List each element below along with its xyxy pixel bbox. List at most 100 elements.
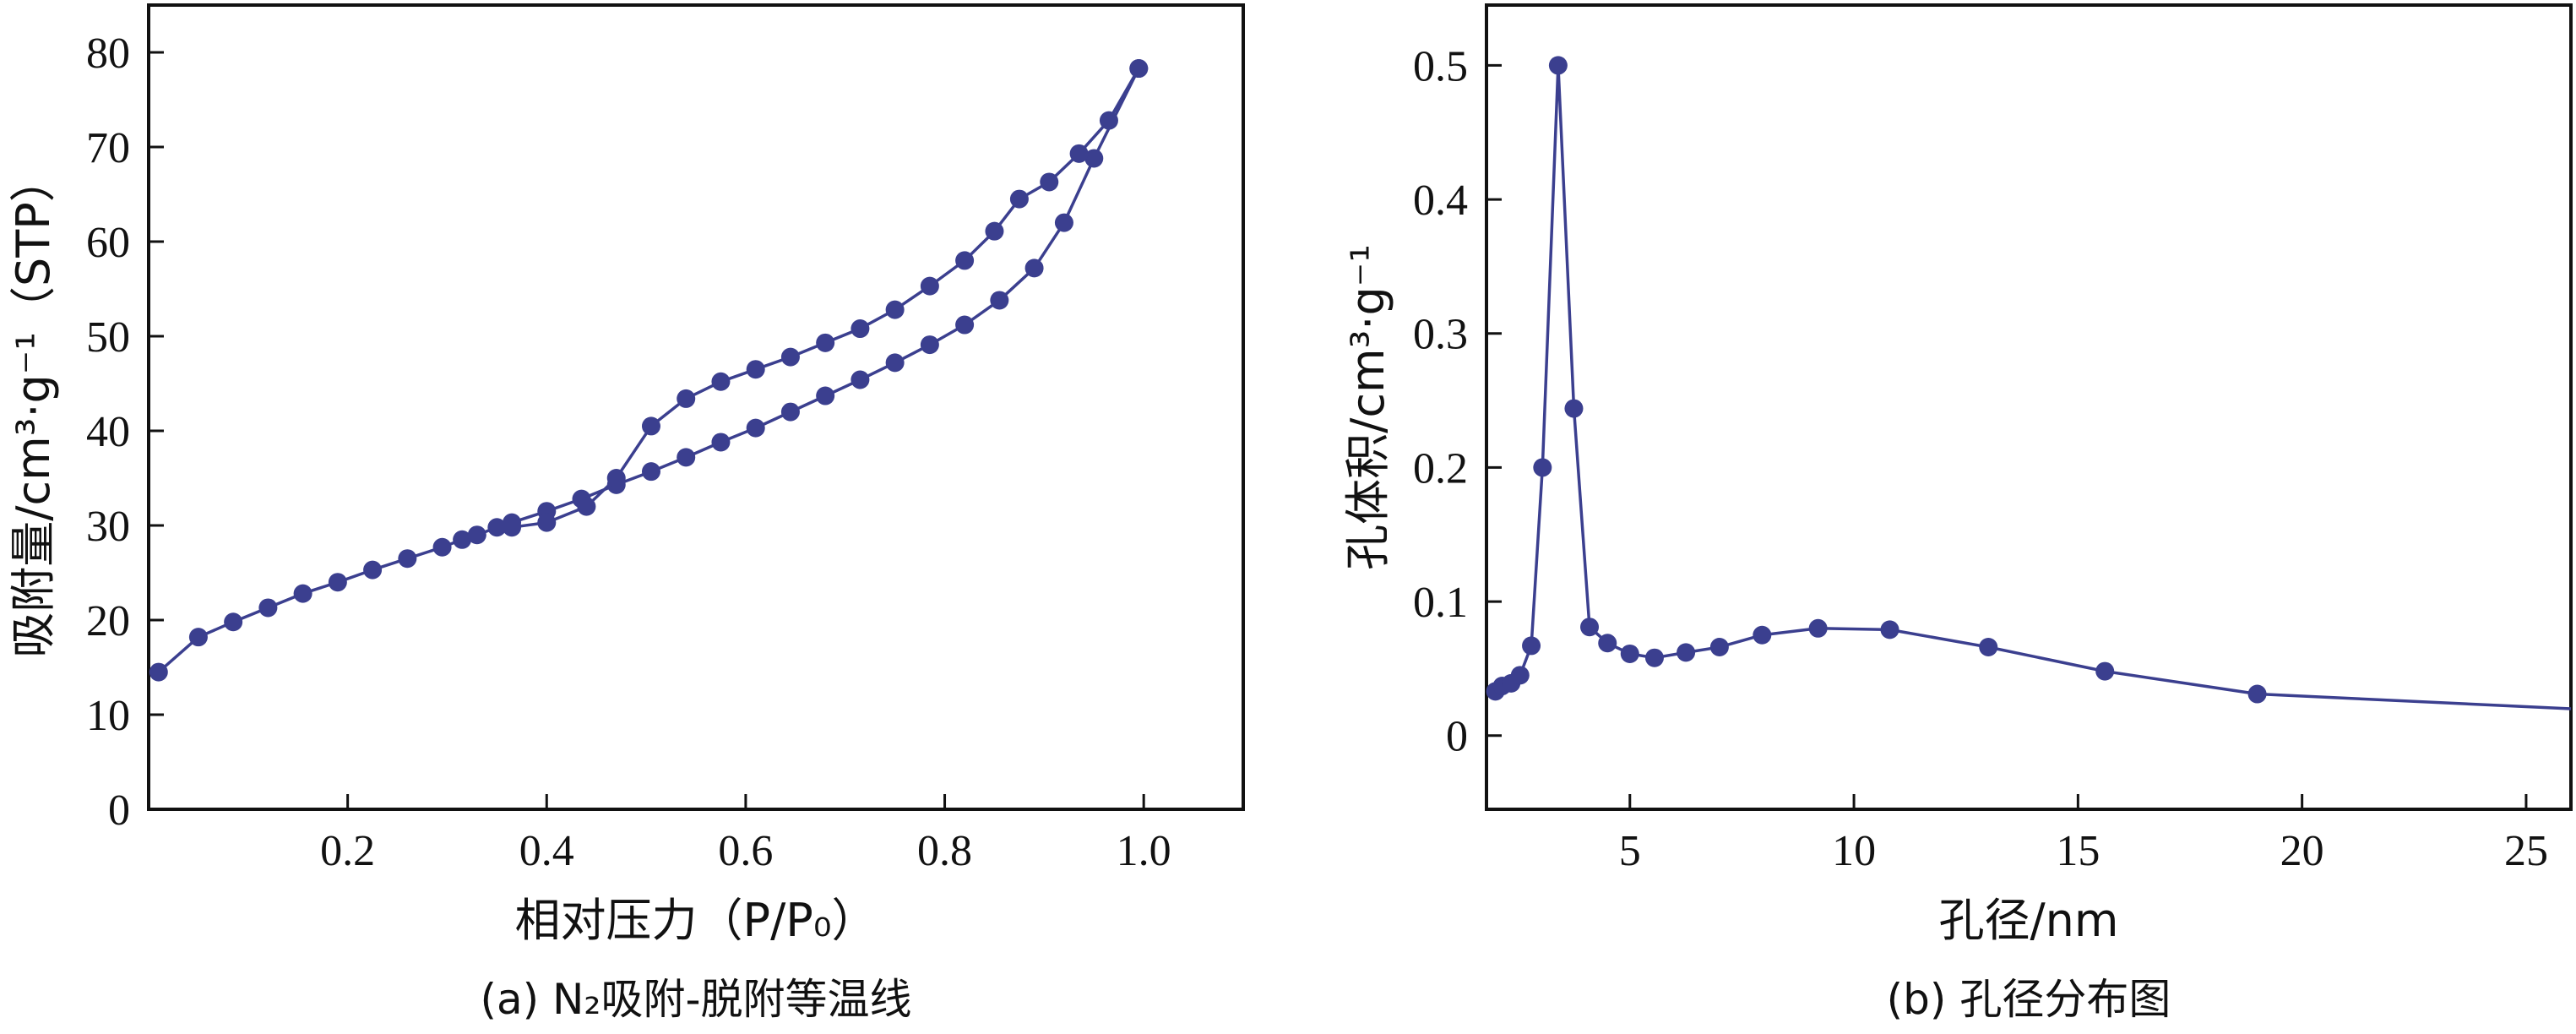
chart-a-series-0-point [920,335,939,355]
chart-a-y-tick-label: 80 [86,30,130,78]
chart-a-series-0-point [188,628,208,647]
chart-b-series-0-point [1709,638,1729,657]
chart-b-series-0-point [1808,618,1828,638]
chart-b-y-tick-label: 0.4 [1413,177,1468,225]
chart-b-ylabel: 孔体积/cm³·g⁻¹ [1341,244,1394,570]
chart-a-series-1-point [851,319,870,339]
chart-a-series-1-point [746,360,765,379]
chart-a-series-1-point [1099,111,1118,130]
chart-a-series-0-point [851,370,870,389]
chart-b-series-0-point [1598,634,1617,653]
chart-a-y-tick-label: 20 [86,597,130,645]
chart-a-series-1-point [677,389,696,408]
chart-a-series-0-point [711,433,731,452]
chart-b-x-tick-label: 25 [2504,827,2548,875]
chart-a-series-1-point [641,416,660,436]
chart-a-series-1-point [985,221,1004,241]
chart-b-series-0-point [1644,648,1664,667]
chart-a-y-tick-label: 40 [86,408,130,456]
chart-a-series-0-point [398,549,417,569]
chart-a-series-0-line [157,68,1140,673]
chart-a-series-0-point [1084,149,1104,168]
chart-b-x-tick-label: 15 [2056,827,2100,875]
chart-b-caption: (b) 孔径分布图 [1887,975,2171,1024]
chart-b-series-0-point [2095,661,2115,681]
chart-a-series-0-point [149,662,168,682]
chart-a-series-0-point [224,612,243,632]
chart-a-series-1-point [1069,144,1089,163]
chart-a-series-0-point [885,353,905,373]
chart-b-series-0-point [1564,399,1584,418]
chart-b-y-tick-label: 0 [1446,713,1468,761]
chart-a-series-1-point [955,251,975,270]
chart-a-series-0-point [328,573,347,592]
chart-b-y-tick-label: 0.2 [1413,444,1468,493]
chart-a-tick-labels: 0.2 0.4 0.6 0.8 1.0 0 10 20 30 40 50 60 70 80 [86,30,1171,875]
chart-b-series-0-point [1753,625,1772,645]
chart-a-series-0-point [487,518,507,537]
chart-a-series-1-point [920,276,939,296]
chart-b-y-tick-label: 0.3 [1413,311,1468,359]
chart-b-y-tick-label: 0.5 [1413,42,1468,90]
chart-b-series-0-point [1522,636,1541,656]
chart-a-series-0-point [780,402,800,422]
chart-a-series-0-point [816,386,835,405]
chart-a-series-1-point [816,333,835,352]
chart-a-y-tick-label: 50 [86,313,130,362]
chart-b-series-0-point [1510,666,1530,685]
chart-b-series-0-point [1620,644,1639,663]
chart-a-series-1-point [1040,172,1059,192]
chart-a-series-1-point [577,497,596,516]
chart-a-y-tick-label: 30 [86,503,130,551]
chart-b-series-0-line [1494,63,2572,710]
chart-a-y-tick-label: 10 [86,692,130,740]
chart-b-xlabel: 孔径/nm [1938,894,2118,947]
chart-a-series-0-point [432,537,452,557]
chart-a-series-1-point [780,347,800,367]
chart-b-series-0-point [1880,620,1899,639]
chart-a-x-tick-label: 0.8 [917,827,972,875]
chart-a-caption: (a) N₂吸附-脱附等温线 [480,975,911,1024]
chart-a-x-tick-label: 0.4 [519,827,574,875]
chart-a-series-0-point [641,462,660,482]
chart-a-ticks [149,51,1145,811]
chart-b-series-0-point [1979,638,1998,657]
chart-a-series-1-point [503,518,522,537]
chart-a-series-0-point [363,560,383,580]
chart-a-series-0-point [293,584,312,603]
chart-b-series-0-point [1548,56,1568,75]
chart-b-points [1486,56,2267,704]
chart-b-x-tick-label: 10 [1832,827,1876,875]
chart-b-y-tick-label: 0.1 [1413,579,1468,627]
chart-a-xlabel: 相对压力（P/P₀） [515,894,878,947]
chart-b: 5 10 15 20 25 0 0.1 0.2 0.3 0.4 0.5 孔体积/cm³·g⁻¹ 孔径… [1341,3,2573,1024]
chart-b-tick-labels: 5 10 15 20 25 0 0.1 0.2 0.3 0.4 0.5 [1413,42,2548,875]
chart-a-series-1-point [711,372,731,391]
chart-a-series-1-point [885,300,905,319]
chart-a-points [149,59,1149,682]
chart-b-series-0-point [1580,618,1600,637]
chart-a-y-tick-label: 60 [86,219,130,267]
chart-b-frame [1485,3,2573,811]
chart-a-ylabel: 吸附量/cm³·g⁻¹（STP） [7,156,60,658]
chart-a-series-0-point [1024,258,1044,278]
chart-a-series-1-point [1129,59,1149,79]
chart-a-series-0-point [1054,213,1073,232]
chart-a-series-1-point [606,469,626,487]
chart-a-y-tick-label: 0 [108,786,130,835]
chart-b-ticks [1486,63,2528,809]
chart-b-series-0-point [1677,643,1696,662]
chart-b-x-tick-label: 20 [2280,827,2324,875]
chart-a-series-0-point [258,598,278,618]
chart-a-series-0-point [467,525,486,545]
chart-a-series-0-point [955,315,975,335]
chart-b-x-tick-label: 5 [1619,827,1641,875]
chart-b-series-0-point [1533,458,1552,477]
chart-a-series-0-point [677,448,696,467]
chart-a-series-0-point [990,291,1009,310]
chart-a-series-0-point [746,418,765,438]
chart-b-lines [1494,63,2572,710]
chart-a-x-tick-label: 0.2 [320,827,375,875]
chart-a-x-tick-label: 1.0 [1117,827,1171,875]
